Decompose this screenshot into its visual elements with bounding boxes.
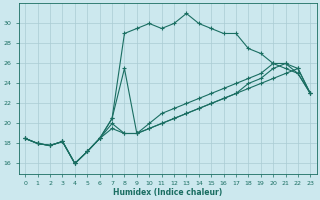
X-axis label: Humidex (Indice chaleur): Humidex (Indice chaleur)	[113, 188, 222, 197]
